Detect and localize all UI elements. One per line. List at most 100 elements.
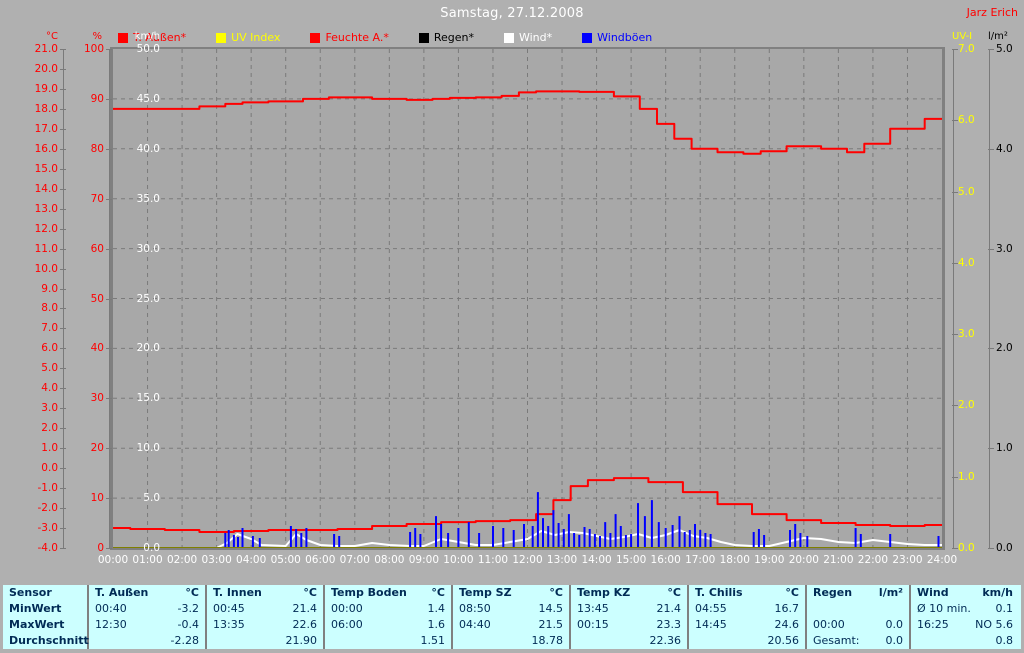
axis-tick-label: 3.0 xyxy=(958,328,975,341)
table-cell-time: T. Innen xyxy=(213,586,262,599)
table-cell-time: 13:45 xyxy=(577,602,609,615)
axis-tick-label: 18.0 xyxy=(34,102,58,115)
x-axis-tick-label: 20:00 xyxy=(788,554,819,566)
axis-unit-header: l/m² xyxy=(988,31,1008,42)
chart-gridlines xyxy=(113,49,942,548)
table-cell-time: T. Außen xyxy=(95,586,149,599)
table-cell-value: 22.6 xyxy=(292,618,318,631)
table-cell-time: 12:30 xyxy=(95,618,127,631)
table-cell-value: 0.8 xyxy=(995,634,1014,647)
x-axis-tick-label: 15:00 xyxy=(615,554,647,566)
table-cell-time: 14:45 xyxy=(695,618,727,631)
table-cell-value: 20.56 xyxy=(767,634,800,647)
table-row: 00:00 0.0 xyxy=(807,617,909,633)
table-column: Sensor MinWert MaxWert Durchschnitt xyxy=(3,585,89,649)
legend-label: T. Außen* xyxy=(133,31,187,44)
axis-tick-label: 0.0 xyxy=(143,542,160,554)
table-row: 13:35 22.6 xyxy=(207,617,323,633)
axis-tick-label: 15.0 xyxy=(136,392,160,405)
table-row-label: MinWert xyxy=(9,602,62,615)
x-axis-tick-label: 04:00 xyxy=(236,554,267,566)
table-cell-time: 00:15 xyxy=(577,618,609,631)
axis-tick-mark xyxy=(952,405,958,407)
legend-label: Regen* xyxy=(433,31,474,44)
table-cell-value: 16.7 xyxy=(774,602,800,615)
table-row: 14:45 24.6 xyxy=(689,617,805,633)
x-axis-tick-label: 13:00 xyxy=(546,554,578,566)
legend-swatch-icon xyxy=(216,32,227,43)
table-cell-value: 21.5 xyxy=(538,618,564,631)
x-axis-tick-label: 07:00 xyxy=(339,554,370,566)
x-axis-tick-label: 18:00 xyxy=(719,554,750,566)
x-axis-tick-label: 02:00 xyxy=(166,554,198,566)
axis-tick-label: -2.0 xyxy=(37,502,59,515)
table-row: 00:45 21.4 xyxy=(207,601,323,617)
table-cell-value: 21.4 xyxy=(292,602,318,615)
table-cell-value: 22.36 xyxy=(649,634,682,647)
table-cell-value: °C xyxy=(785,586,799,599)
axis-tick-label: 40.0 xyxy=(136,142,160,155)
legend-label: UV Index xyxy=(231,31,281,44)
legend-swatch-icon xyxy=(582,32,593,43)
table-row: 00:15 23.3 xyxy=(571,617,687,633)
legend-item-5: Windböen xyxy=(582,31,652,44)
table-row: MinWert xyxy=(3,601,87,617)
table-column: Temp Boden °C 00:00 1.4 06:00 1.6 1.51 xyxy=(325,585,453,649)
chart-series-layer xyxy=(113,49,942,548)
axis-tick-label: 5.0 xyxy=(996,43,1013,55)
table-cell-value: 24.6 xyxy=(774,618,800,631)
axis-tick-label: 0.0 xyxy=(996,542,1013,554)
axis-tick-label: 6.0 xyxy=(41,342,58,355)
table-cell-time: 00:00 xyxy=(331,602,363,615)
series-t-aussen xyxy=(113,477,942,533)
axis-tick-label: 40 xyxy=(90,342,104,355)
axis-tick-label: 11.0 xyxy=(34,242,58,255)
legend-swatch-icon xyxy=(118,32,128,43)
table-row: Temp Boden °C xyxy=(325,585,451,601)
axis-tick-label: 1.0 xyxy=(958,470,975,483)
x-axis-tick-label: 12:00 xyxy=(512,554,543,566)
owner-label: Jarz Erich xyxy=(966,6,1018,19)
axis-line xyxy=(953,49,954,548)
axis-tick-label: 4.0 xyxy=(41,382,58,395)
axis-tick-label: 7.0 xyxy=(958,43,975,55)
x-axis-tick-label: 09:00 xyxy=(408,554,440,566)
table-cell-time: 13:35 xyxy=(213,618,245,631)
table-cell-value: l/m² xyxy=(878,586,903,599)
axis-tick-label: 50.0 xyxy=(136,43,160,55)
table-row: 1.51 xyxy=(325,633,451,649)
table-row: 21.90 xyxy=(207,633,323,649)
axis-tick-mark xyxy=(988,548,994,549)
table-row-label: MaxWert xyxy=(9,618,65,631)
axis-tick-label: 30.0 xyxy=(136,242,160,255)
table-cell-value: -0.4 xyxy=(177,618,199,631)
legend-swatch-icon xyxy=(503,32,514,43)
axis-tick-label: 2.0 xyxy=(996,342,1013,355)
table-row: Temp SZ °C xyxy=(453,585,569,601)
table-row: T. Chilis °C xyxy=(689,585,805,601)
series-windboeen xyxy=(224,492,940,548)
axis-tick-label: 15.0 xyxy=(34,162,58,175)
table-row: Temp KZ °C xyxy=(571,585,687,601)
axis-tick-mark xyxy=(106,548,112,549)
axis-tick-mark xyxy=(952,120,958,122)
axis-tick-label: 2.0 xyxy=(958,399,975,412)
table-column: Wind km/h Ø 10 min. 0.1 16:25 NO 5.6 0.8 xyxy=(911,585,1019,649)
table-row: Gesamt: 0.0 xyxy=(807,633,909,649)
x-axis-tick-label: 11:00 xyxy=(477,554,509,566)
table-cell-value: 23.3 xyxy=(656,618,682,631)
table-cell-value: km/h xyxy=(982,586,1013,599)
table-cell-value: 1.4 xyxy=(427,602,446,615)
table-cell-value: 0.1 xyxy=(995,602,1014,615)
legend-item-1: UV Index xyxy=(216,31,280,44)
x-axis-tick-label: 03:00 xyxy=(201,554,232,566)
table-cell-time: 16:25 xyxy=(917,618,949,631)
x-axis-tick-label: 23:00 xyxy=(892,554,923,566)
table-row: T. Außen °C xyxy=(89,585,205,601)
legend-item-3: Regen* xyxy=(418,31,474,44)
axis-line xyxy=(109,49,110,548)
axis-tick-label: 19.0 xyxy=(34,82,58,95)
axis-tick-label: 80 xyxy=(90,142,104,155)
x-axis-tick-label: 01:00 xyxy=(132,554,163,566)
